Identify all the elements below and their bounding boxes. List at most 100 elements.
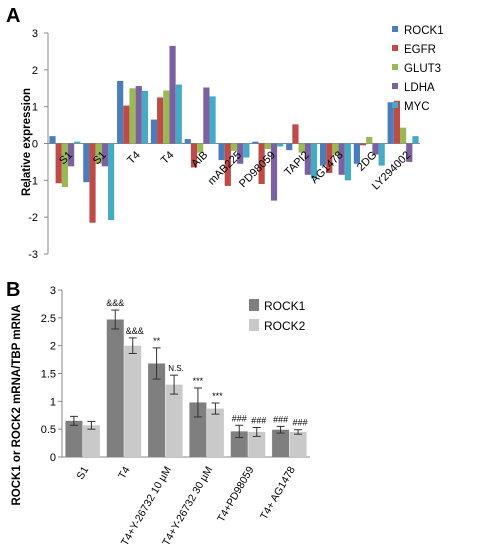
panel-a-bar-glut3 (399, 127, 407, 144)
panel-a-bar-egfr (393, 100, 400, 144)
panel-b-significance-label: *** (212, 391, 223, 401)
panel-a-bar-rock1 (49, 136, 56, 144)
panel-a-bar-egfr (326, 143, 333, 173)
panel-a-bar-ldha (203, 87, 210, 144)
panel-a-bar-glut3 (230, 143, 238, 151)
panel-a-legend-entry: EGFR (404, 44, 436, 56)
panel-a-y-tick-label: 1 (32, 102, 38, 114)
panel-a-bar-glut3 (264, 143, 271, 150)
panel-a-bar-myc (243, 143, 250, 158)
panel-b-x-tick-label: T4+PD98059 (215, 464, 257, 524)
panel-b-y-tick-label: 3 (50, 285, 56, 297)
panel-a-bar-rock1 (184, 139, 191, 144)
panel-b-bar-rock2 (289, 431, 307, 457)
panel-b-significance-label: *** (193, 376, 204, 386)
panel-a-bar-rock1 (319, 143, 327, 166)
panel-b-significance-label: ### (293, 418, 308, 428)
panel-b-legend: ROCK1 ROCK2 (249, 299, 306, 333)
panel-a-bar-myc (412, 136, 419, 144)
panel-a-legend-entry: MYC (404, 101, 430, 113)
panel-a-bar-rock1 (387, 102, 394, 144)
panel-a-bar-glut3 (366, 136, 373, 144)
panel-a-bar-egfr (359, 143, 367, 146)
panel-b-label: B (6, 279, 20, 301)
panel-a-bar-egfr (89, 143, 96, 223)
panel-a-bar-rock1 (150, 119, 158, 144)
panel-a-legend-entry: LDHA (404, 82, 435, 94)
panel-b-significance-label: ### (232, 413, 247, 423)
panel-b-significance-label: N.S. (168, 364, 184, 373)
panel-a-bar-glut3 (61, 143, 69, 187)
panel-a-bar-myc (310, 143, 318, 179)
panel-a-legend-swatch (392, 45, 398, 51)
panel-b-y-tick-label: 0.5 (41, 424, 56, 436)
panel-a-bar-ldha (372, 143, 379, 155)
panel-b-significance-label: &&& (106, 298, 124, 308)
panel-a-bar-egfr (123, 105, 130, 144)
panel-b-x-tick-label: S1 (74, 464, 91, 481)
panel-a-bar-rock1 (117, 80, 124, 144)
panel-a-bar-myc (277, 143, 284, 147)
panel-a-bar-rock1 (83, 143, 90, 183)
panel-b-legend-swatch (249, 299, 259, 311)
panel-b-legend-entry: ROCK1 (264, 299, 306, 313)
panel-a-legend-swatch (392, 83, 398, 89)
panel-a-x-tick-label: T4 (159, 149, 177, 167)
panel-b-legend-entry: ROCK2 (264, 319, 306, 333)
panel-a-bar-myc (74, 141, 81, 144)
panel-a-y-tick-label: 3 (32, 28, 38, 40)
panel-b-y-tick-label: 1 (50, 396, 56, 408)
panel-a-bar-glut3 (95, 143, 102, 164)
panel-a-bar-rock1 (353, 143, 360, 164)
panel-a-bar-glut3 (129, 88, 136, 144)
panel-b-bar-rock1 (148, 363, 166, 457)
panel-a-bar-myc (209, 96, 216, 144)
panel-a-bar-rock1 (286, 143, 293, 151)
panel-a-y-axis-title: Relative expression (21, 88, 33, 196)
panel-b-bar-rock1 (230, 431, 248, 457)
panel-a-bar-myc (175, 84, 182, 144)
panel-b-x-tick-label: T4+ AG1478 (258, 464, 298, 521)
panel-a-bar-glut3 (163, 90, 170, 144)
panel-a-bar-egfr (55, 143, 62, 184)
panel-b-x-tick-label: T4 (116, 464, 133, 481)
panel-a-bar-glut3 (298, 143, 305, 153)
panel-a-legend: ROCK1 EGFR GLUT3 LDHA MYC (392, 25, 444, 113)
panel-a-bar-ldha (169, 45, 176, 144)
panel-b-bar-rock2 (82, 425, 100, 457)
panel-a-legend-swatch (392, 26, 398, 32)
panel-b-bar-rock2 (124, 345, 142, 457)
panel-b-y-axis-title: ROCK1 or ROCK2 mRNA/TBP mRNA (11, 304, 23, 505)
panel-a-bar-glut3 (332, 143, 339, 155)
panel-a-legend-swatch (392, 64, 398, 70)
panel-a-bar-ldha (304, 143, 311, 175)
panel-a-bar-egfr (190, 143, 198, 168)
panel-b-y-tick-label: 1.5 (41, 369, 56, 381)
panel-b-bar-rock1 (272, 429, 290, 457)
panel-a-bar-rock1 (252, 141, 259, 144)
panel-a-bar-glut3 (197, 143, 204, 153)
panel-a-bar-ldha (237, 143, 244, 164)
panel-a-legend-entry: GLUT3 (404, 63, 441, 75)
panel-a-bar-myc (141, 90, 149, 144)
panel-a-bar-ldha (338, 143, 345, 175)
panel-b-legend-swatch (249, 319, 259, 331)
panel-a-bar-rock1 (218, 143, 225, 161)
panel-b-y-tick-label: 2.5 (41, 313, 56, 325)
panel-b-significance-label: ### (251, 415, 266, 425)
panel-a-bar-ldha (406, 143, 413, 162)
panel-a-y-tick-label: -3 (28, 249, 38, 261)
panel-b-bar-rock1 (65, 420, 83, 457)
panel-a-legend-swatch (392, 102, 398, 108)
panel-b-bar-rock2 (165, 384, 183, 457)
panel-a-bar-ldha (270, 143, 278, 201)
panel-b-significance-label: ** (153, 336, 161, 346)
panel-a-y-tick-label: 0 (32, 139, 38, 151)
panel-a-y-tick-label: 2 (32, 65, 38, 77)
panel-a-bar-ldha (68, 143, 75, 167)
panel-a-bar-myc (344, 143, 351, 181)
panel-a-bar-egfr (258, 143, 265, 185)
panel-b: B ROCK1 or ROCK2 mRNA/TBP mRNA 0 0.5 1 1.5 2… (6, 279, 310, 544)
